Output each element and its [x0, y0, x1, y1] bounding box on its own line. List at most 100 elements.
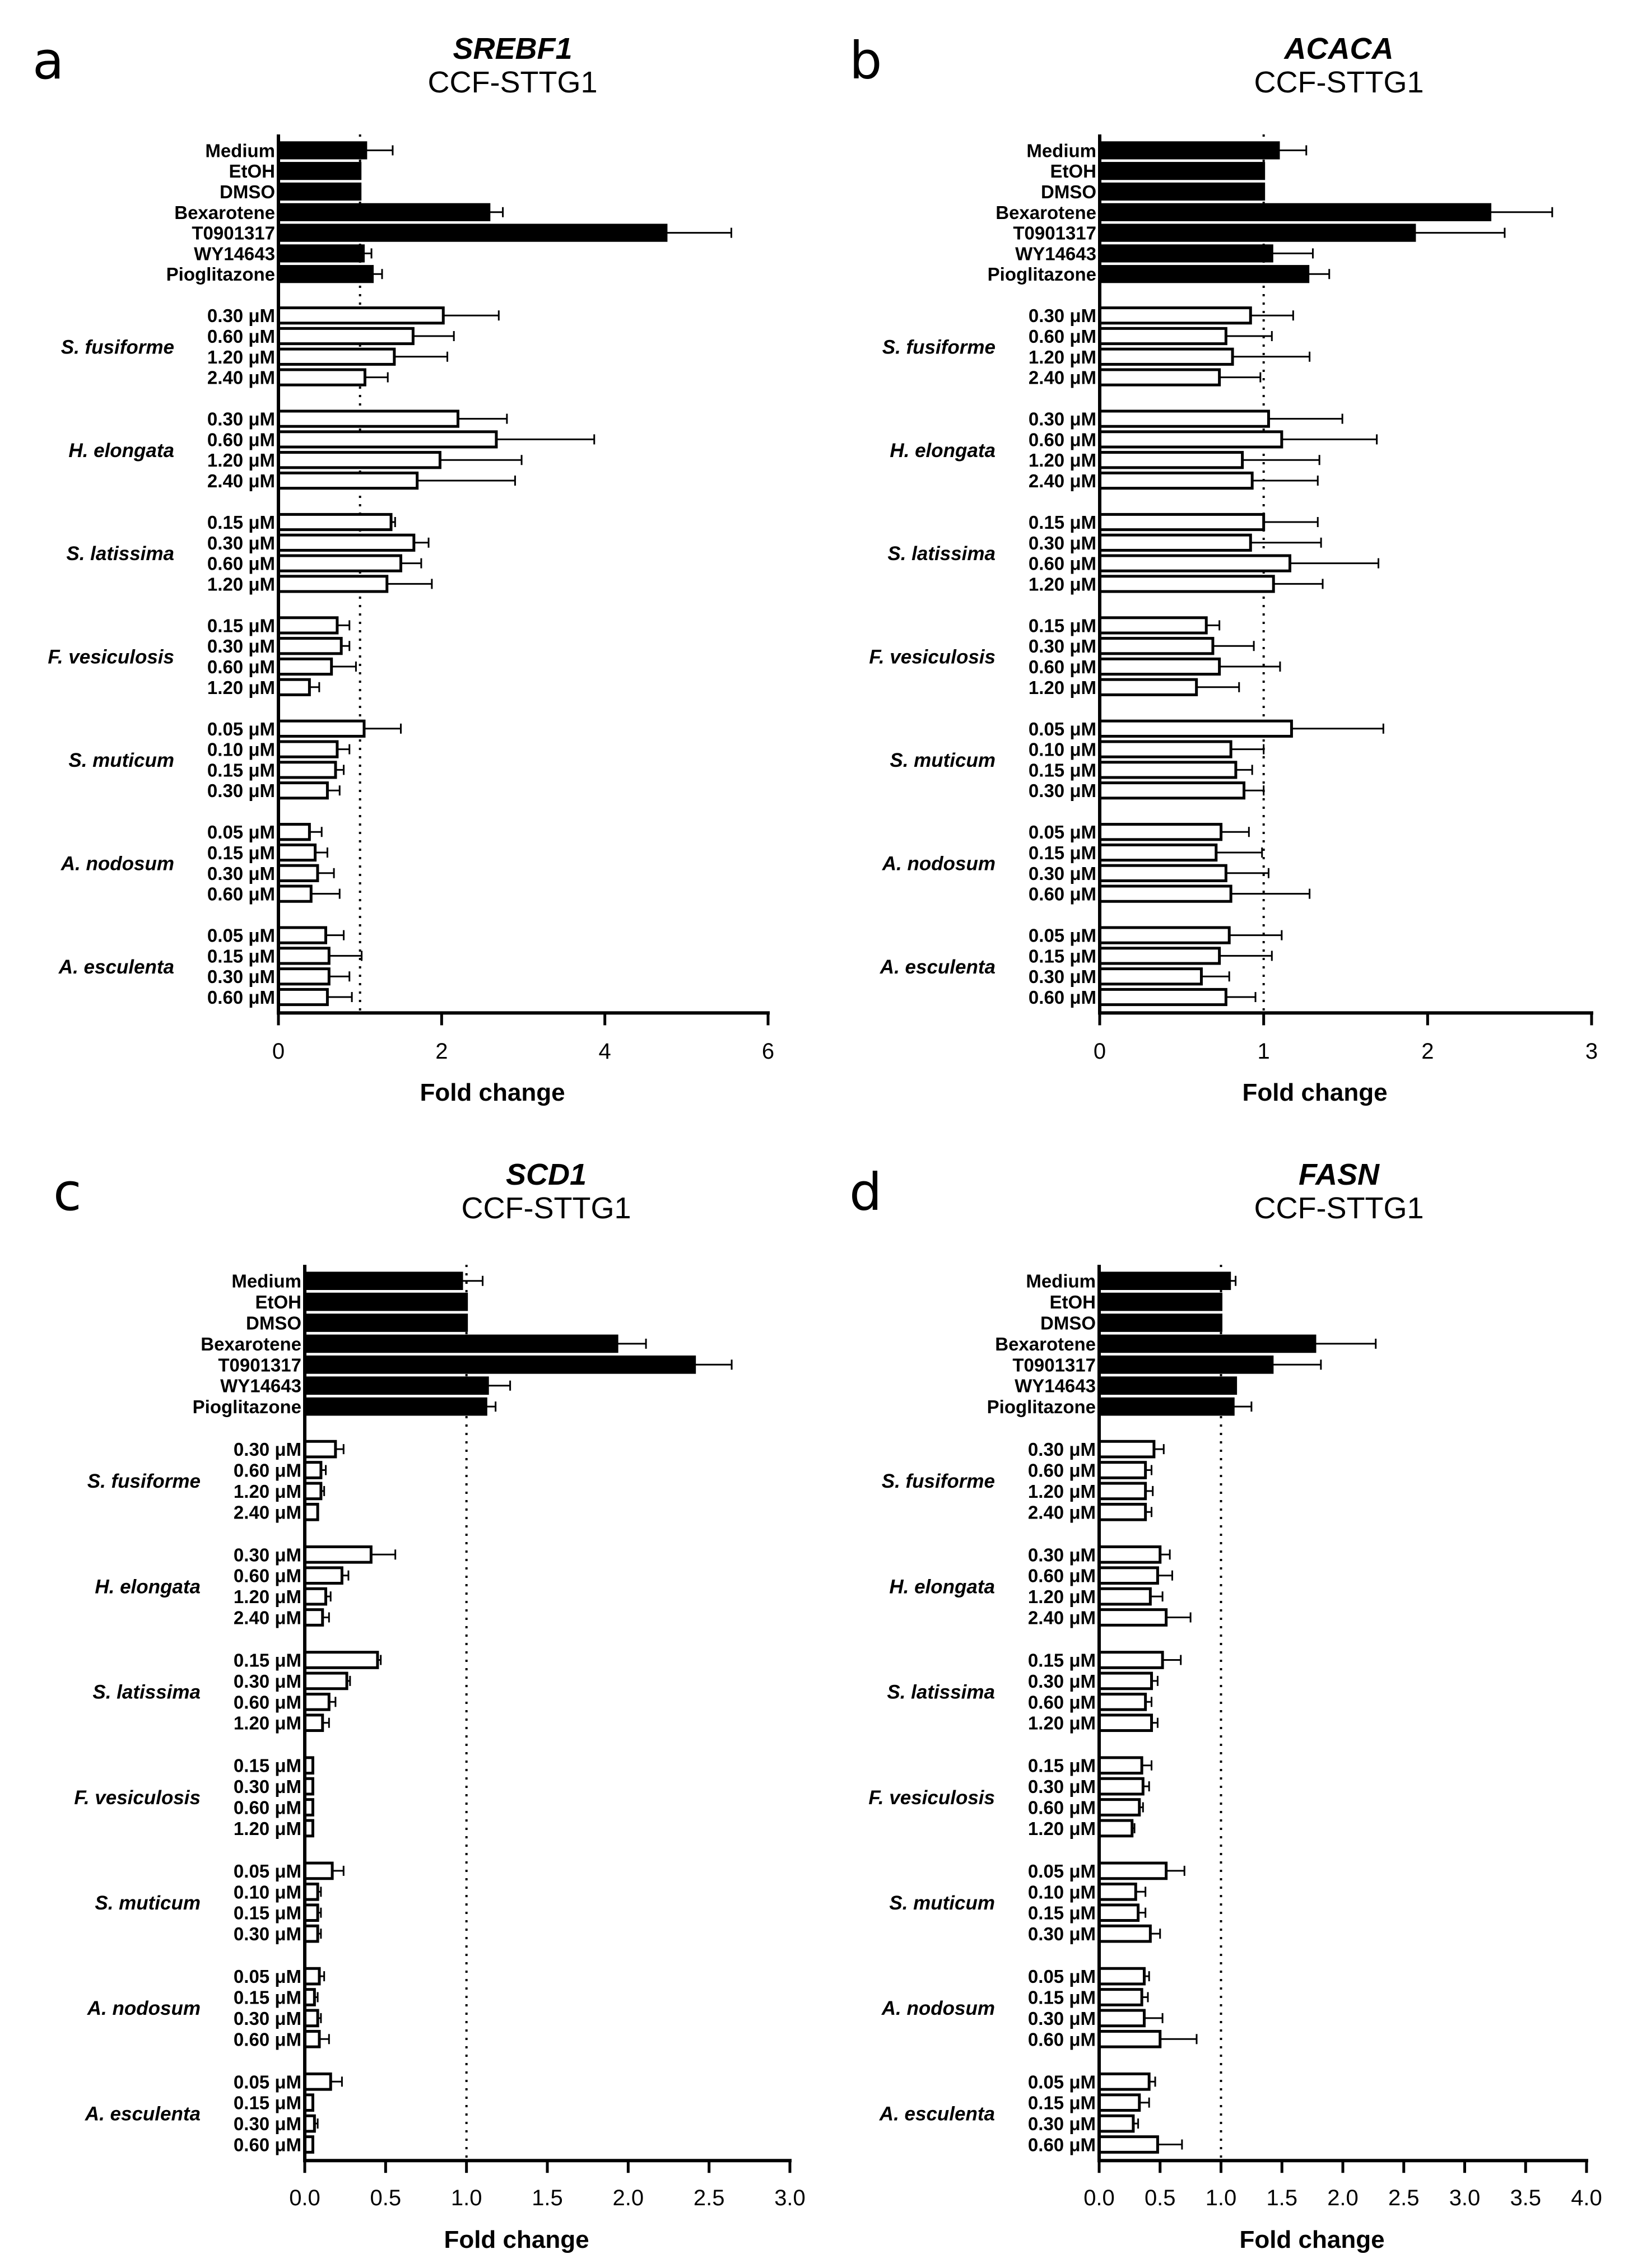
bar: [1098, 471, 1254, 490]
bar: [1097, 1671, 1153, 1690]
group-label: S. muticum: [95, 1892, 201, 1914]
bar: [303, 1440, 337, 1459]
category-label: 1.20 μM: [207, 574, 275, 594]
category-label: 0.05 μM: [207, 925, 275, 946]
category-label: 0.60 μM: [234, 2029, 301, 2050]
category-label: Pioglitazone: [987, 1396, 1096, 1417]
category-label: 0.05 μM: [1028, 2071, 1096, 2092]
category-label: 1.20 μM: [207, 450, 275, 471]
category-label: 0.30 μM: [207, 966, 275, 987]
gene-title: ACACA: [1283, 32, 1394, 66]
category-label: Bexarotene: [174, 202, 275, 223]
category-label: 0.60 μM: [1029, 326, 1096, 347]
bar: [1098, 203, 1492, 221]
category-label: 0.15 μM: [1029, 842, 1096, 863]
bar: [1098, 327, 1227, 346]
category-label: 0.05 μM: [1029, 719, 1096, 739]
bar: [1098, 823, 1223, 841]
category-label: 0.60 μM: [1029, 553, 1096, 574]
group-label: F. vesiculosis: [868, 1787, 995, 1809]
x-tick-label: 1.5: [532, 2186, 563, 2210]
category-label: WY14643: [1015, 243, 1096, 264]
category-label: 0.10 μM: [234, 1882, 301, 1902]
category-label: 0.15 μM: [234, 1650, 301, 1671]
category-label: 1.20 μM: [234, 1481, 301, 1502]
bar: [1097, 1482, 1147, 1501]
bar: [303, 1967, 321, 1986]
bar: [277, 265, 374, 283]
gene-title: SCD1: [506, 1158, 587, 1191]
category-label: 0.60 μM: [1028, 2029, 1096, 2050]
category-label: Bexarotene: [996, 202, 1096, 223]
bar: [1097, 1798, 1141, 1817]
bar: [1097, 2135, 1159, 2154]
category-label: 2.40 μM: [234, 1502, 301, 1522]
category-label: 1.20 μM: [1028, 1713, 1096, 1734]
category-label: 0.15 μM: [207, 615, 275, 636]
bar: [1098, 162, 1266, 180]
category-label: Medium: [1026, 1271, 1096, 1292]
bar: [277, 575, 389, 593]
category-label: 0.60 μM: [234, 1566, 301, 1586]
category-label: 1.20 μM: [234, 1713, 301, 1734]
bar: [1097, 1461, 1147, 1479]
bar: [303, 1397, 487, 1416]
category-label: 0.60 μM: [234, 1460, 301, 1481]
bar: [1097, 1397, 1235, 1416]
category-label: 0.60 μM: [234, 1692, 301, 1712]
group-label: A. esculenta: [880, 956, 996, 978]
group-label: S. muticum: [68, 749, 174, 771]
bar: [1097, 1967, 1146, 1986]
bar: [303, 1692, 331, 1711]
bar: [303, 1355, 696, 1374]
category-label: 0.15 μM: [1028, 1987, 1096, 2008]
bar: [277, 678, 311, 696]
bar: [303, 1502, 319, 1521]
group-label: A. nodosum: [881, 1997, 995, 2019]
category-label: WY14643: [194, 243, 275, 264]
category-label: 1.20 μM: [1029, 574, 1096, 594]
x-tick-label: 2: [435, 1039, 448, 1064]
category-label: 0.10 μM: [1028, 1882, 1096, 1902]
panel-letter: a: [32, 31, 64, 91]
bar: [277, 988, 329, 1007]
category-label: 0.05 μM: [1028, 1966, 1096, 1987]
bar: [1097, 1292, 1222, 1311]
bar: [1097, 1819, 1134, 1838]
bar: [1097, 1861, 1168, 1880]
bar: [277, 244, 365, 263]
category-label: 0.05 μM: [207, 822, 275, 842]
bar: [1097, 1502, 1147, 1521]
x-tick-label: 3.5: [1510, 2186, 1541, 2210]
bar: [1098, 141, 1280, 160]
bar: [277, 719, 366, 738]
cell-line-title: CCF-STTG1: [462, 1191, 631, 1225]
bar: [303, 1461, 323, 1479]
gene-title: SREBF1: [453, 32, 572, 66]
bar: [303, 1376, 489, 1395]
category-label: Pioglitazone: [193, 1396, 301, 1417]
category-label: 0.30 μM: [234, 2008, 301, 2029]
category-label: EtOH: [1050, 161, 1097, 181]
bar: [303, 1482, 323, 1501]
category-label: 1.20 μM: [1029, 677, 1096, 698]
category-label: 0.30 μM: [234, 1671, 301, 1692]
category-label: 0.30 μM: [207, 533, 275, 553]
bar: [303, 1608, 324, 1627]
category-label: 0.30 μM: [1028, 2113, 1096, 2134]
bar: [277, 451, 441, 469]
x-tick-label: 1.5: [1266, 2186, 1297, 2210]
category-label: 0.60 μM: [1029, 656, 1096, 677]
bar: [277, 409, 459, 428]
category-label: 0.15 μM: [1028, 1755, 1096, 1776]
bar: [1097, 1651, 1164, 1669]
bar: [277, 761, 337, 779]
category-label: WY14643: [220, 1376, 301, 1396]
category-label: 0.05 μM: [234, 2071, 301, 2092]
bar: [277, 430, 498, 449]
bar: [1097, 1545, 1162, 1564]
group-label: H. elongata: [890, 440, 996, 462]
